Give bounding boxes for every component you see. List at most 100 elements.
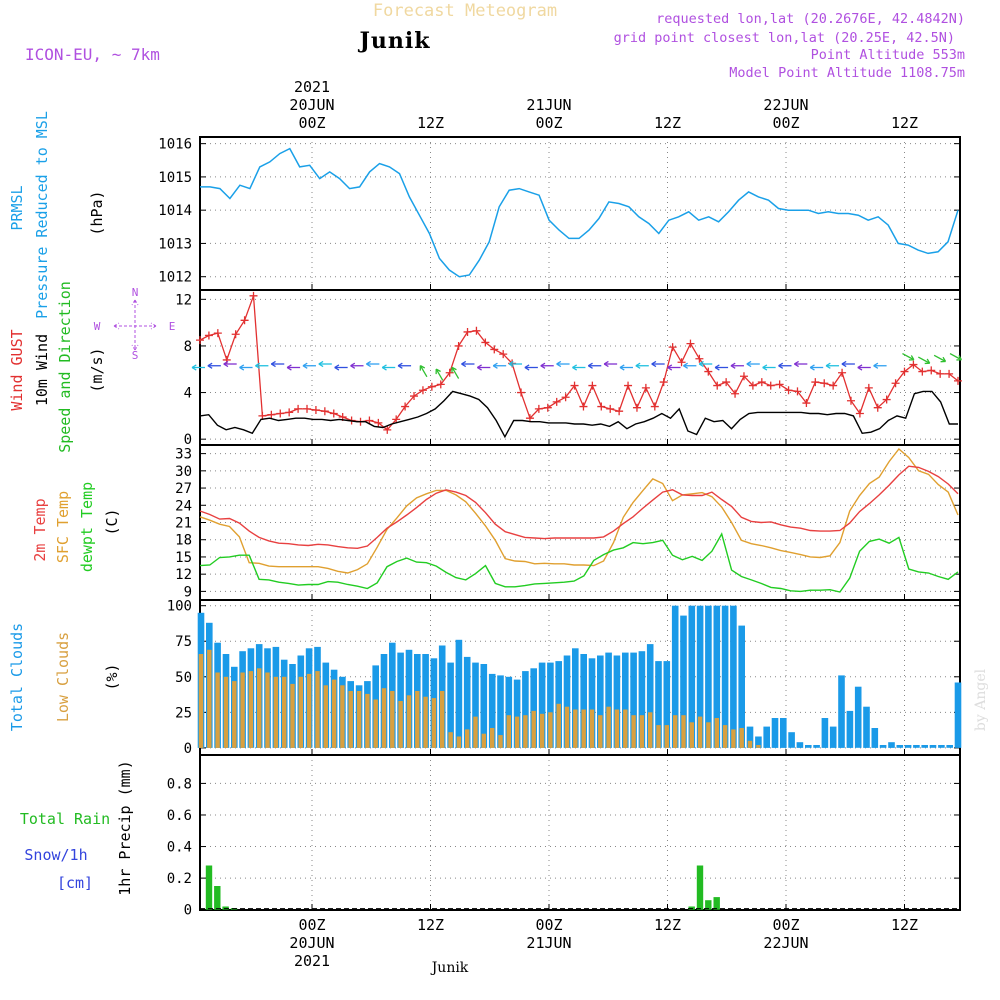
y-tick-label: 27 — [175, 481, 192, 497]
total-cloud-bar — [622, 652, 629, 748]
gust-point — [659, 378, 668, 387]
y-tick-label: 12 — [175, 567, 192, 583]
y-tick-label: 15 — [175, 550, 192, 566]
low-cloud-bar — [564, 706, 570, 748]
total-cloud-bar — [838, 675, 845, 748]
gust-point — [731, 389, 740, 398]
low-cloud-bar — [448, 732, 453, 748]
gust-point — [196, 336, 204, 345]
low-cloud-bar — [589, 709, 595, 748]
y-tick-label: 8 — [184, 339, 192, 355]
total-cloud-bar — [463, 656, 471, 748]
low-cloud-bar — [340, 685, 345, 748]
wind-arrow-head — [524, 364, 530, 371]
time-tick-bottom: 12Z — [891, 916, 918, 934]
low-cloud-bar — [298, 676, 303, 748]
gust-point — [954, 376, 962, 385]
gust-point — [427, 382, 436, 391]
low-cloud-bar — [531, 710, 536, 748]
y-tick-label: 1016 — [158, 137, 192, 153]
wind-arrow-head — [873, 362, 879, 369]
wind-arrow-head — [207, 362, 213, 369]
gust-point — [909, 360, 918, 369]
total-cloud-bar — [447, 662, 454, 748]
total-cloud-bar — [771, 718, 779, 748]
low-cloud-bar — [282, 676, 287, 748]
low-cloud-bar — [664, 725, 669, 748]
low-cloud-bar — [506, 715, 511, 748]
model-label: ICON-EU, ~ 7km — [25, 45, 160, 64]
gust-point — [775, 380, 784, 389]
time-tick-bottom: 12Z — [654, 916, 681, 934]
gust-point — [204, 331, 213, 340]
time-tick-bottom: 00Z — [772, 916, 799, 934]
total-cloud-bar — [680, 615, 687, 748]
speed-dir-label: Speed and Direction — [56, 281, 74, 453]
low-cloud-bar — [207, 649, 212, 748]
y-tick-label: 1015 — [158, 170, 192, 186]
wind-arrow-head — [255, 362, 261, 369]
total-cloud-bar — [929, 745, 937, 748]
gust-point — [704, 367, 713, 376]
low-cloud-bar — [290, 683, 295, 748]
gust-point — [579, 402, 588, 411]
total-cloud-bar — [547, 662, 554, 748]
y-tick-label: 4 — [184, 386, 192, 402]
total-cloud-bar — [397, 652, 404, 748]
wind-arrow-head — [619, 364, 625, 371]
low-cloud-bar — [465, 729, 470, 748]
total-cloud-bar — [696, 605, 704, 748]
gust-point — [722, 378, 731, 387]
total-cloud-bar — [705, 605, 712, 748]
low-cloud-bar — [240, 672, 245, 748]
low-cloud-bar — [423, 696, 428, 748]
gust-point — [695, 354, 704, 363]
low-cloud-bar — [248, 671, 254, 748]
time-tick-top: 12Z — [654, 114, 681, 132]
gust-point — [303, 404, 312, 413]
gust-point — [552, 397, 561, 406]
date-label-top: 20JUN — [289, 96, 334, 114]
total-cloud-bar — [904, 745, 912, 748]
gust-point — [410, 392, 419, 401]
dewpt-line — [199, 532, 959, 593]
low-cloud-bar — [756, 745, 761, 748]
gust-point — [677, 358, 686, 367]
total-cloud-bar — [780, 718, 787, 748]
wind-arrow-head — [334, 364, 340, 371]
total-cloud-bar — [480, 664, 488, 748]
y-tick-label: 0 — [184, 432, 192, 448]
rain-bar — [214, 886, 221, 910]
gust-point — [686, 339, 695, 348]
wind-arrow-head — [540, 362, 546, 369]
gust-point — [748, 381, 757, 390]
gust-point — [641, 383, 650, 392]
y-tick-label: 25 — [175, 705, 192, 721]
gust-point — [829, 381, 838, 390]
low-cloud-bar — [681, 715, 686, 748]
model-altitude: Model Point Altitude 1108.75m — [729, 65, 965, 81]
low-cloud-bar — [315, 671, 320, 748]
wind-arrow-head — [635, 362, 641, 369]
total-cloud-bar — [829, 726, 837, 748]
low-cloud-bar — [223, 676, 229, 748]
wind-arrow-head — [318, 360, 324, 368]
wind-arrow-head — [778, 362, 784, 369]
total-cloud-bar — [821, 718, 829, 748]
wind-arrow-head — [451, 366, 457, 373]
total-cloud-bar — [688, 605, 696, 748]
total-cloud-bar — [863, 706, 870, 748]
wind-arrow-head — [651, 360, 657, 368]
year-label-top: 2021 — [294, 78, 330, 96]
panel-1: 1012 1013 1014 1015 1016 — [158, 136, 961, 291]
total-cloud-bar — [613, 655, 621, 748]
gust-point — [490, 345, 499, 354]
low-cloud-bar — [606, 706, 611, 748]
total-cloud-bar — [488, 673, 496, 748]
location-title: Junik — [358, 28, 431, 54]
total-cloud-bar — [763, 726, 770, 748]
y-tick-label: 18 — [175, 533, 192, 549]
wind-arrow-head — [397, 362, 403, 369]
total-cloud-bar — [663, 661, 671, 748]
wind-arrow-head — [587, 362, 593, 369]
